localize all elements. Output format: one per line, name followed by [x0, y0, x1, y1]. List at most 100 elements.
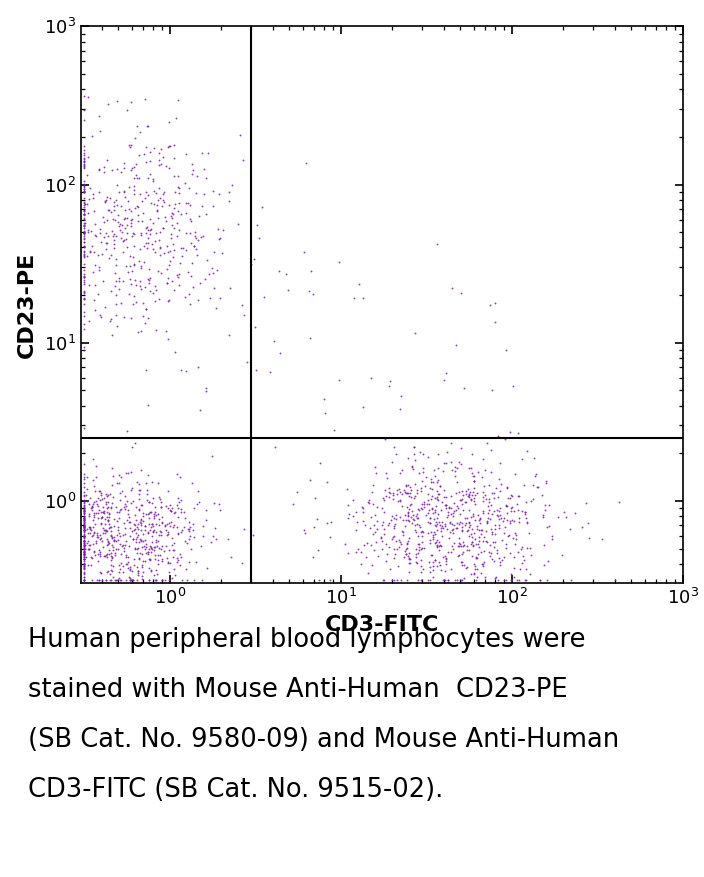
Point — [453, 538, 464, 553]
Point — [156, 500, 167, 514]
Point — [79, 204, 90, 218]
Point — [147, 174, 158, 188]
Point — [96, 516, 107, 530]
Point — [149, 511, 160, 525]
Point — [451, 517, 463, 531]
Point — [442, 573, 453, 587]
Point — [142, 488, 153, 502]
Point — [281, 267, 292, 282]
Point — [101, 524, 112, 538]
Point — [409, 518, 420, 532]
Point — [125, 573, 136, 587]
Point — [583, 517, 594, 531]
Point — [324, 530, 335, 544]
Point — [149, 294, 161, 308]
Point — [79, 517, 90, 531]
Point — [79, 458, 90, 472]
Point — [414, 466, 425, 480]
Point — [144, 284, 156, 298]
Point — [190, 242, 201, 256]
Point — [121, 557, 132, 571]
Point — [79, 310, 90, 324]
Point — [427, 529, 439, 543]
Point — [473, 540, 484, 554]
Point — [209, 281, 220, 295]
Point — [79, 239, 90, 253]
Point — [463, 487, 474, 501]
Point — [88, 495, 99, 509]
Point — [137, 572, 148, 586]
Point — [477, 452, 489, 466]
Point — [440, 367, 451, 381]
Point — [96, 517, 107, 531]
Point — [147, 491, 158, 505]
Point — [394, 534, 406, 548]
Point — [156, 515, 168, 529]
Point — [107, 569, 118, 583]
Point — [491, 503, 503, 517]
Point — [136, 558, 147, 572]
Point — [106, 573, 117, 587]
Point — [444, 525, 455, 539]
Point — [391, 573, 402, 587]
Point — [556, 547, 567, 561]
Point — [79, 549, 90, 563]
Point — [82, 558, 94, 572]
Point — [311, 512, 322, 526]
Point — [422, 497, 433, 511]
Point — [417, 497, 428, 511]
Point — [180, 561, 191, 575]
Point — [135, 531, 146, 545]
Point — [172, 510, 184, 524]
Point — [477, 506, 489, 520]
Point — [429, 504, 441, 518]
Point — [168, 152, 180, 166]
Point — [136, 512, 147, 526]
Point — [139, 92, 151, 106]
Point — [432, 508, 444, 522]
Point — [389, 521, 400, 535]
Point — [212, 222, 223, 236]
Point — [84, 522, 96, 536]
Point — [377, 573, 389, 587]
Point — [156, 157, 167, 171]
Point — [142, 507, 153, 521]
Point — [161, 517, 172, 531]
Point — [79, 538, 90, 553]
Point — [489, 486, 500, 500]
Point — [410, 326, 421, 340]
Point — [104, 314, 115, 328]
Point — [122, 194, 134, 208]
Point — [132, 567, 144, 581]
Point — [79, 221, 90, 235]
Point — [446, 538, 458, 553]
Point — [119, 156, 130, 170]
Point — [318, 392, 329, 406]
Point — [123, 138, 134, 152]
Point — [371, 500, 382, 514]
Point — [505, 567, 517, 581]
Point — [118, 185, 130, 199]
Point — [412, 511, 423, 525]
Point — [224, 195, 235, 209]
Point — [120, 190, 131, 204]
Point — [113, 565, 124, 579]
Point — [184, 226, 196, 240]
Point — [196, 146, 208, 160]
Point — [459, 518, 470, 532]
Point — [101, 153, 113, 167]
Point — [431, 515, 442, 529]
Point — [135, 282, 146, 296]
Point — [423, 506, 434, 520]
Point — [103, 230, 114, 244]
Point — [122, 239, 133, 253]
Point — [87, 551, 98, 565]
Point — [151, 198, 163, 212]
Point — [128, 517, 139, 531]
Point — [140, 542, 151, 556]
Point — [156, 517, 168, 531]
Point — [79, 523, 90, 537]
Point — [517, 556, 528, 570]
Point — [203, 267, 215, 281]
Point — [96, 492, 108, 506]
